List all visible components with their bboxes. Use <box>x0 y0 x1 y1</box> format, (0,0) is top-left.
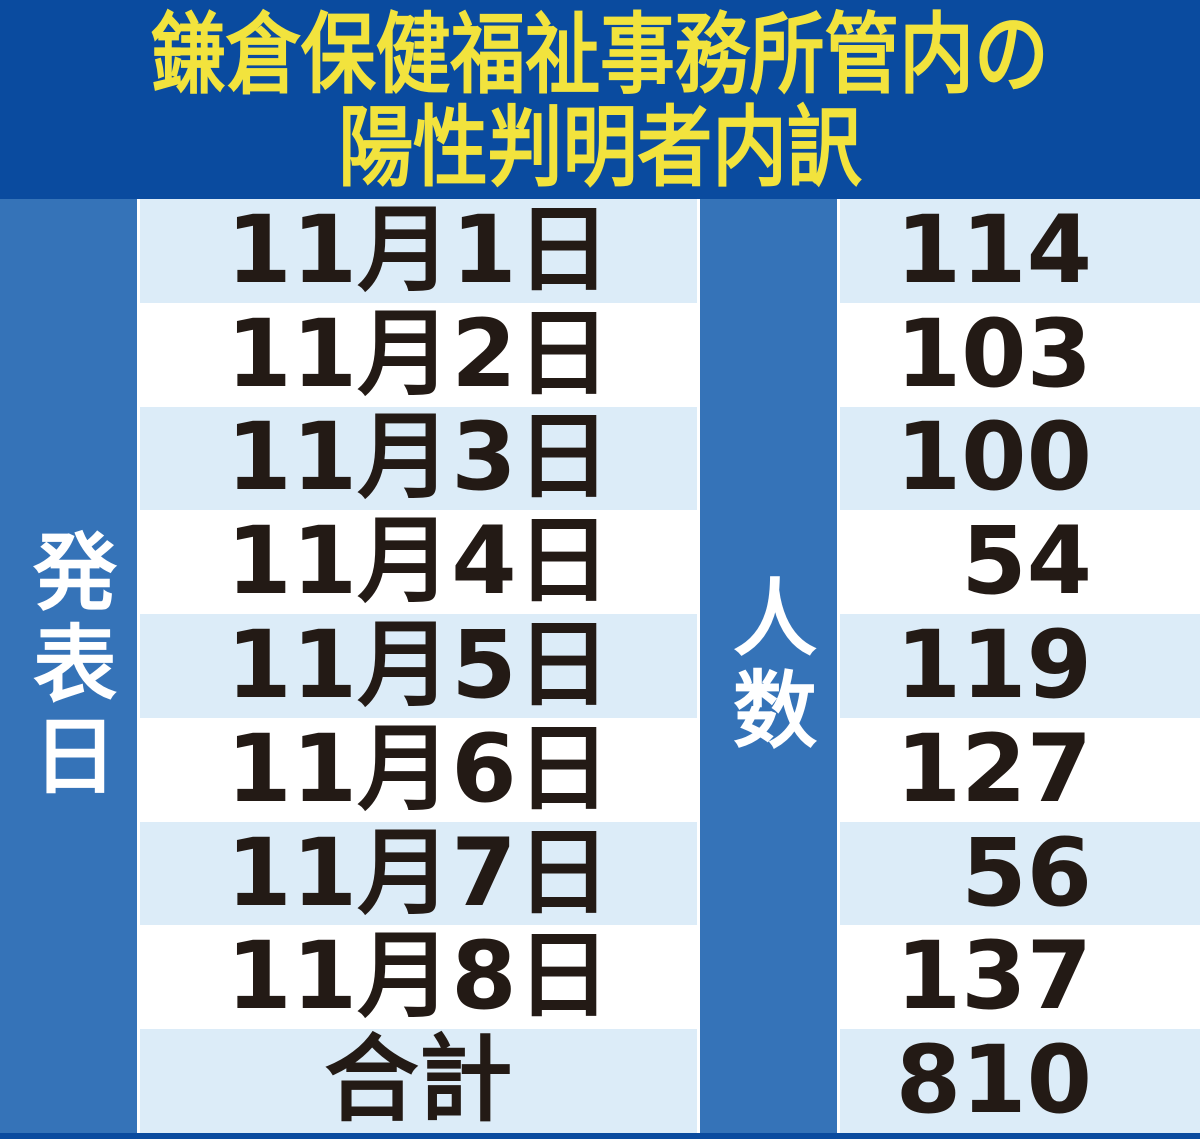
count-cell: 114 <box>840 199 1200 303</box>
count-cell: 103 <box>840 302 1200 407</box>
cases-table: 発表日 人数 11月1日 114 11月2日 103 11月3日 100 11月… <box>0 199 1200 1133</box>
date-cell: 11月3日 <box>140 406 697 511</box>
total-label-cell: 合計 <box>140 1029 697 1133</box>
count-column-header: 人数 <box>700 199 837 1133</box>
count-cell: 56 <box>840 821 1200 926</box>
date-cell: 11月7日 <box>140 821 697 926</box>
date-cell: 11月4日 <box>140 510 697 615</box>
total-count-cell: 810 <box>840 1029 1200 1133</box>
date-cell: 11月8日 <box>140 925 697 1030</box>
bottom-border <box>0 1133 1200 1139</box>
date-column-header: 発表日 <box>0 199 137 1133</box>
count-cell: 54 <box>840 510 1200 615</box>
table-title: 鎌倉保健福祉事務所管内の 陽性判明者内訳 <box>0 0 1200 199</box>
count-cell: 100 <box>840 406 1200 511</box>
date-column-header-label: 発表日 <box>19 528 118 804</box>
date-cell: 11月6日 <box>140 717 697 822</box>
count-cell: 127 <box>840 717 1200 822</box>
date-cell: 11月5日 <box>140 614 697 718</box>
count-cell: 137 <box>840 925 1200 1030</box>
date-cell: 11月2日 <box>140 302 697 407</box>
count-column-header-label: 人数 <box>719 574 818 758</box>
title-line-1: 鎌倉保健福祉事務所管内の <box>151 3 1049 107</box>
title-line-2: 陽性判明者内訳 <box>338 95 862 199</box>
date-cell: 11月1日 <box>140 199 697 303</box>
count-cell: 119 <box>840 614 1200 718</box>
